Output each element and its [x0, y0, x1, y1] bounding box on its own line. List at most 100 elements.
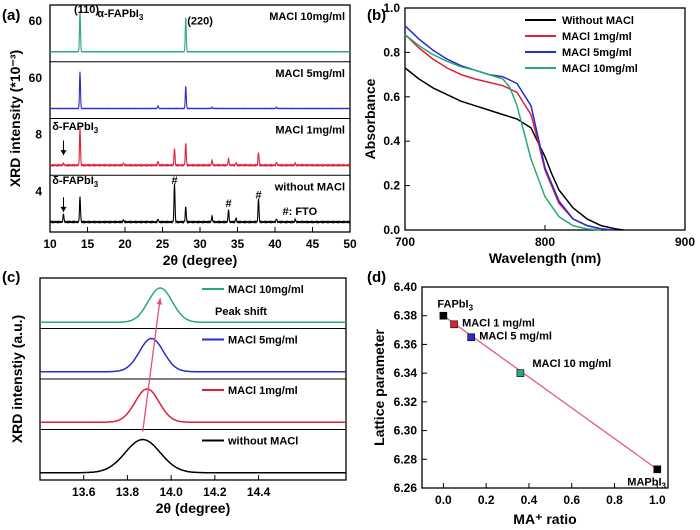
panel-a-trace-label-2: MACl 1mg/ml	[275, 125, 345, 137]
panel-c-letter: (c)	[2, 269, 20, 286]
panel-b-letter: (b)	[367, 7, 386, 24]
panel-c-trace-3	[40, 438, 346, 474]
panel-b-ytick-3: 0.6	[383, 90, 400, 104]
panel-a-xtick-7: 45	[306, 237, 320, 251]
panel-a-xtick-0: 10	[43, 237, 57, 251]
panel-a-xtick-3: 25	[156, 237, 170, 251]
panel-c-xtick-1: 13.8	[116, 485, 140, 499]
panel-b-legend-label-2: MACl 5mg/ml	[562, 47, 632, 59]
panel-c-trace-label-2: MACl 1mg/ml	[228, 385, 298, 397]
panel-b-xtick-1: 800	[535, 235, 555, 249]
panel-d-point-label-2: MACl 5 mg/ml	[479, 330, 552, 342]
panel-d-frame	[421, 286, 669, 489]
panel-b-legend-label-3: MACl 10mg/ml	[562, 63, 638, 75]
panel-a-trace-label-1: MACl 5mg/ml	[275, 68, 345, 80]
panel-d-ytick-3: 6.32	[394, 395, 418, 409]
panel-d-xtick-5: 1.0	[649, 493, 666, 507]
panel-a-xlabel: 2θ (degree)	[163, 252, 237, 268]
panel-d-point-1	[450, 320, 458, 329]
panel-c-xrd-zoom: MACl 10mg/ml MACl 5mg/ml MACl 1mg/ml withou…	[9, 277, 347, 516]
panel-a-delta-arrowhead-2	[60, 150, 67, 156]
panel-d-xlabel: MA⁺ ratio	[513, 511, 576, 527]
panel-c-xtick-4: 14.4	[247, 485, 271, 499]
panel-a-ytick-1: 60	[29, 71, 43, 85]
panel-a-annotation-3-3: #	[225, 198, 231, 210]
panel-d-point-0	[439, 311, 448, 320]
panel-b-absorbance: 0.0 0.2 0.4 0.6 0.8 1.0 700 800 900 Without MACl M…	[362, 1, 695, 266]
panel-a-letter: (a)	[2, 7, 20, 24]
panel-a-ytick-0: 60	[29, 14, 43, 28]
panel-b-ytick-1: 0.2	[383, 179, 400, 193]
panel-d-lattice: 6.26 6.28 6.30 6.32 6.34 6.36 6.38 6.40 0.0 0.2 0.…	[371, 280, 669, 527]
panel-d-point-label-0: FAPbI3	[437, 299, 473, 313]
panel-c-trace-2	[40, 388, 346, 423]
panel-c-xtick-2: 14.0	[159, 485, 183, 499]
panel-d-ytick-6: 6.38	[394, 309, 418, 323]
panel-a-trace-1	[49, 71, 351, 110]
panel-d-point-2	[467, 333, 476, 342]
panel-a-xrd-full: MACl 10mg/ml 60 (110)α-FAPbI3 (220) MACl 5mg…	[7, 4, 357, 268]
panel-d-point-3	[516, 369, 525, 377]
panel-d-ytick-4: 6.34	[394, 366, 418, 380]
panel-b-ytick-0: 0.0	[383, 223, 400, 237]
panel-c-ylabel: XRD intenstiy (a.u.)	[9, 315, 25, 443]
panel-b-xtick-2: 900	[675, 235, 695, 249]
panel-c-xtick-3: 14.2	[203, 485, 227, 499]
panel-c-shift-arrow	[142, 297, 161, 432]
panel-a-annotation-3-0: δ-FAPbI3	[52, 175, 99, 189]
panel-c-peak-shift-label: Peak shift	[215, 306, 267, 318]
panel-a-xtick-6: 40	[268, 237, 282, 251]
panel-a-xtick-4: 30	[193, 237, 207, 251]
panel-b-series-3	[404, 34, 602, 231]
panel-b-xtick-0: 700	[395, 235, 415, 249]
panel-b-ytick-4: 0.8	[383, 45, 400, 59]
panel-d-point-label-4: MAPbI3	[627, 476, 666, 490]
panel-d-letter: (d)	[367, 269, 386, 286]
panel-b-series-0	[404, 67, 624, 231]
panel-d-ytick-0: 6.26	[394, 481, 418, 495]
panel-a-ylabel: XRD intensity (*10⁻³)	[7, 50, 23, 187]
panel-a-xtick-8: 50	[343, 237, 357, 251]
panel-d-point-4	[653, 465, 662, 474]
panel-a-annotation-0-1: α-FAPbI3	[97, 8, 144, 22]
panel-d-ytick-1: 6.28	[394, 452, 418, 466]
panel-d-xtick-3: 0.6	[563, 493, 580, 507]
panel-b-xlabel: Wavelength (nm)	[489, 250, 601, 266]
panel-d-xtick-0: 0.0	[435, 493, 452, 507]
panel-a-annotation-0-2: (220)	[187, 15, 213, 27]
panel-b-ytick-2: 0.4	[383, 134, 400, 148]
panel-d-fit-line	[443, 315, 658, 470]
panel-b-legend-label-0: Without MACl	[562, 15, 634, 27]
panel-a-annotation-3-4: #	[255, 190, 261, 202]
panel-b-legend-label-1: MACl 1mg/ml	[562, 31, 632, 43]
panel-d-point-label-3: MACl 10 mg/ml	[532, 358, 611, 370]
panel-a-ytick-3: 4	[35, 184, 42, 198]
panel-d-ytick-7: 6.40	[394, 280, 418, 294]
panel-a-ytick-2: 8	[35, 128, 42, 142]
panel-a-trace-label-3: without MACl	[274, 181, 345, 193]
panel-a-annotation-3-2: #	[171, 175, 177, 187]
panel-d-point-label-1: MACl 1 mg/ml	[462, 317, 535, 329]
panel-c-trace-1	[40, 337, 346, 373]
panel-a-trace-0	[49, 10, 351, 53]
panel-c-trace-label-1: MACl 5mg/ml	[228, 335, 298, 347]
panel-d-xtick-1: 0.2	[478, 493, 495, 507]
panel-c-xlabel: 2θ (degree)	[156, 500, 230, 516]
panel-c-xtick-0: 13.6	[72, 485, 96, 499]
panel-a-annotation-3-1: #: FTO	[283, 206, 318, 218]
panel-c-trace-label-0: MACl 10mg/ml	[228, 284, 304, 296]
panel-a-trace-2	[49, 127, 351, 168]
panel-b-ylabel: Absorbance	[362, 78, 378, 159]
panel-a-trace-3	[49, 183, 351, 224]
panel-a-annotation-0-0: (110)	[74, 4, 99, 16]
panel-a-trace-label-0: MACl 10mg/ml	[269, 11, 345, 23]
panel-d-ylabel: Lattice parameter	[371, 329, 387, 446]
panel-d-ytick-2: 6.30	[394, 424, 418, 438]
panel-a-xtick-1: 15	[81, 237, 95, 251]
panel-a-xtick-2: 20	[118, 237, 132, 251]
panel-a-xtick-5: 35	[231, 237, 245, 251]
panel-c-trace-label-3: without MACl	[227, 436, 298, 448]
panel-c-shift-arrowhead	[156, 298, 163, 305]
panel-b-series-2	[404, 25, 616, 231]
